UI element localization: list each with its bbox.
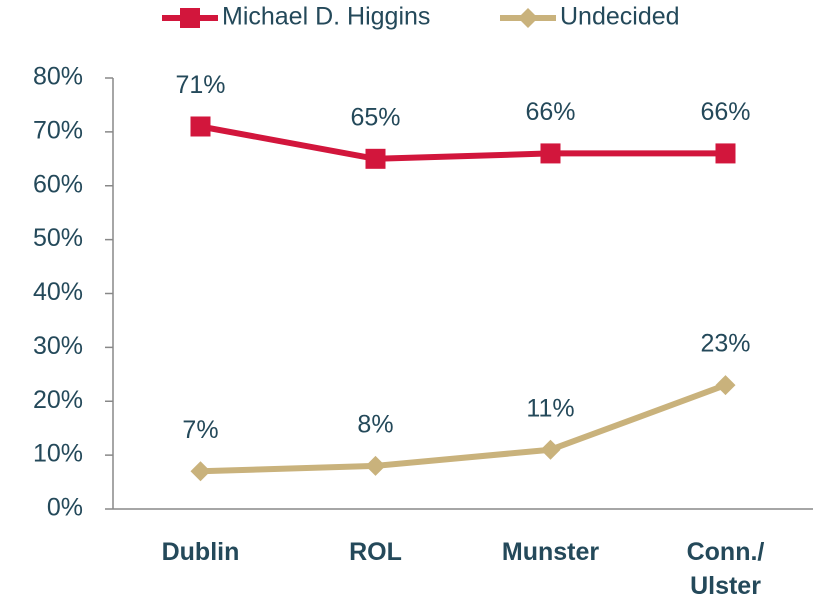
data-label: 11% <box>526 394 574 422</box>
data-label: 7% <box>182 416 218 444</box>
data-label: 23% <box>700 330 750 358</box>
data-label: 8% <box>357 411 393 439</box>
marker <box>190 461 211 482</box>
y-tick-label: 0% <box>47 494 83 522</box>
data-label: 66% <box>700 98 750 126</box>
marker <box>365 455 386 476</box>
marker <box>715 143 736 164</box>
y-tick-label: 10% <box>33 440 83 468</box>
series-line <box>199 123 726 162</box>
legend-marker <box>180 8 200 28</box>
marker <box>715 375 736 396</box>
y-tick-label: 50% <box>33 224 83 252</box>
data-label: 66% <box>525 98 575 126</box>
marker <box>365 148 386 169</box>
y-tick-label: 80% <box>33 63 83 91</box>
y-tick-label: 40% <box>33 278 83 306</box>
series-line <box>200 382 727 475</box>
x-tick-label: Dublin <box>161 538 240 566</box>
marker <box>190 116 211 137</box>
legend-label: Michael D. Higgins <box>222 3 430 31</box>
x-tick-label: ROL <box>349 538 402 566</box>
legend-marker <box>518 8 538 28</box>
marker <box>540 439 561 460</box>
y-tick-label: 70% <box>33 116 83 144</box>
y-tick-label: 20% <box>33 386 83 414</box>
y-tick-label: 30% <box>33 332 83 360</box>
data-label: 65% <box>350 103 400 131</box>
data-label: 71% <box>175 71 225 99</box>
x-tick-label: Conn./ Ulster <box>686 538 765 600</box>
x-tick-label: Munster <box>501 538 600 566</box>
y-tick-label: 60% <box>33 170 83 198</box>
legend-label: Undecided <box>560 3 680 31</box>
marker <box>540 143 561 164</box>
